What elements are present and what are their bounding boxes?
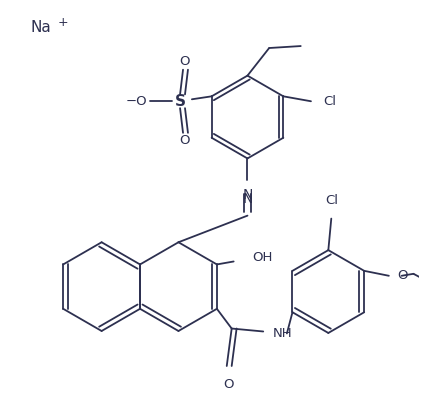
Text: Cl: Cl <box>323 95 336 108</box>
Text: −O: −O <box>126 95 148 108</box>
Text: S: S <box>175 94 186 109</box>
Text: O: O <box>398 269 408 282</box>
Text: O: O <box>179 134 189 147</box>
Text: NH: NH <box>273 327 293 340</box>
Text: O: O <box>224 378 234 391</box>
Text: N: N <box>242 192 253 206</box>
Text: N: N <box>242 188 253 202</box>
Text: +: + <box>57 17 68 30</box>
Text: Cl: Cl <box>325 194 338 207</box>
Text: Na: Na <box>30 20 51 35</box>
Text: OH: OH <box>252 251 273 264</box>
Text: O: O <box>179 55 189 68</box>
